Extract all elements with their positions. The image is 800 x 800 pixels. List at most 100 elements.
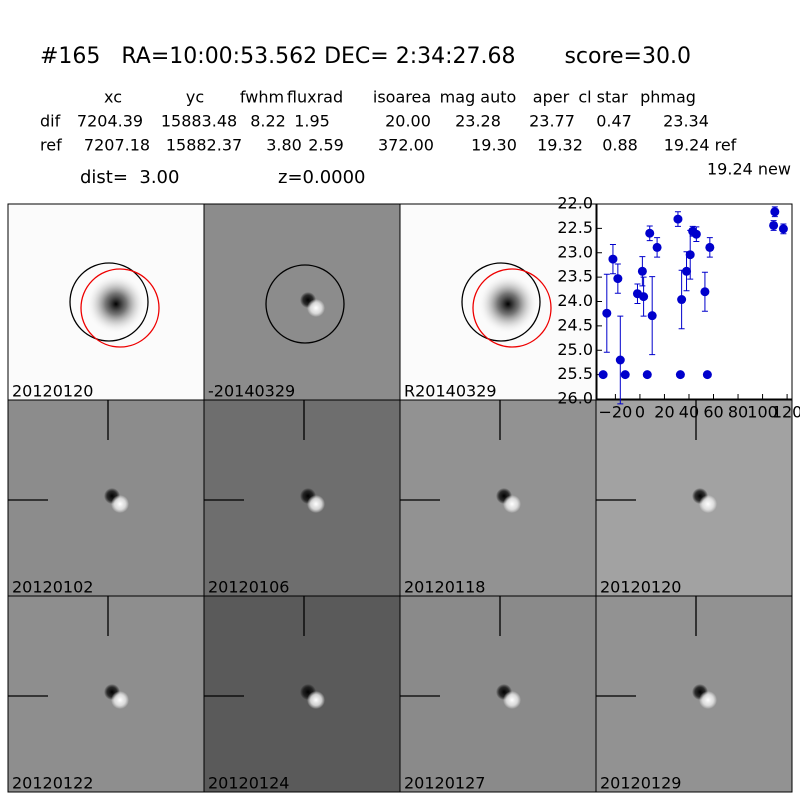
- panel-label: 20120102: [12, 578, 93, 597]
- bright-lobe: [307, 691, 325, 709]
- cell: 7204.39: [77, 112, 143, 131]
- row-label: dif: [40, 112, 61, 131]
- cell: 372.00: [378, 136, 434, 155]
- point: [705, 242, 715, 252]
- cell: 15883.48: [161, 112, 237, 131]
- point: [652, 242, 662, 252]
- x-tick-label: 120: [772, 403, 800, 422]
- y-tick-label: 23.5: [557, 267, 593, 286]
- y-tick-label: 22.5: [557, 218, 593, 237]
- point: [642, 370, 652, 380]
- cell: 20.00: [385, 112, 431, 131]
- point: [647, 311, 657, 321]
- cell: 0.47: [596, 112, 632, 131]
- panel-label: 20120120: [600, 578, 681, 597]
- column-header: cl star: [578, 88, 628, 107]
- panel-label: 20120129: [600, 774, 681, 793]
- panel-label: 20120106: [208, 578, 289, 597]
- point: [700, 287, 710, 297]
- column-header: mag auto: [440, 88, 517, 107]
- new-circle: [80, 268, 160, 348]
- bright-lobe: [307, 495, 325, 513]
- column-header: yc: [186, 88, 204, 107]
- cell: 19.32: [537, 136, 583, 155]
- bright-lobe: [111, 691, 129, 709]
- y-tick-label: 26.0: [557, 389, 593, 408]
- point: [673, 214, 683, 224]
- ref-circle: [461, 262, 541, 342]
- cell: 19.30: [471, 136, 517, 155]
- redshift: z=0.0000: [278, 167, 366, 188]
- title: #165 RA=10:00:53.562 DEC= 2:34:27.68 sco…: [40, 44, 691, 69]
- x-tick-label: −20: [599, 403, 633, 422]
- cell: 7207.18: [84, 136, 150, 155]
- point: [613, 274, 623, 284]
- panel-label: R20140329: [404, 382, 497, 401]
- cell: 1.95: [294, 112, 330, 131]
- cell: 23.28: [455, 112, 501, 131]
- point: [769, 220, 779, 230]
- dist: dist= 3.00: [80, 167, 179, 188]
- y-tick-label: 23.0: [557, 242, 593, 261]
- info-table: xc yc fwhm fluxrad isoarea mag auto aper cl sta…: [40, 88, 737, 155]
- cell: 8.22: [250, 112, 286, 131]
- light-curve: 22.0 22.5 23.0 23.5 24.0 24.5 25.0 25.5 26.0 −20 0…: [557, 194, 800, 422]
- panel-label: 20120118: [404, 578, 485, 597]
- column-header: xc: [104, 88, 122, 107]
- column-header: phmag: [640, 88, 696, 107]
- point: [691, 229, 701, 239]
- point: [598, 370, 608, 380]
- extra: 19.24 new: [707, 160, 791, 179]
- point: [675, 370, 685, 380]
- y-tick-label: 25.5: [557, 364, 593, 383]
- bright-lobe: [699, 495, 717, 513]
- cell: 15882.37: [166, 136, 242, 155]
- point: [778, 224, 788, 234]
- point: [702, 370, 712, 380]
- y-tick-label: 25.0: [557, 340, 593, 359]
- circle: [265, 264, 345, 344]
- source: [86, 274, 146, 334]
- source: [478, 274, 538, 334]
- column-header: fwhm: [240, 88, 284, 107]
- bright-lobe: [699, 691, 717, 709]
- y-tick-label: 22.0: [557, 194, 593, 213]
- point: [677, 295, 687, 305]
- point: [770, 207, 780, 217]
- x-tick-label: 80: [728, 403, 748, 422]
- bright-lobe: [503, 495, 521, 513]
- column-header: fluxrad: [287, 88, 343, 107]
- panel-label: 20120120: [12, 382, 93, 401]
- y-tick-label: 24.0: [557, 291, 593, 310]
- new-circle: [472, 268, 552, 348]
- x-tick-label: 60: [703, 403, 723, 422]
- panel-label: 20120124: [208, 774, 289, 793]
- cell: 19.24 ref: [664, 136, 737, 155]
- x-tick-label: 100: [747, 403, 778, 422]
- point: [620, 370, 630, 380]
- y-tick-label: 24.5: [557, 315, 593, 334]
- bright-lobe: [503, 691, 521, 709]
- point: [637, 266, 647, 276]
- panels: 20120120 -20140329 R20140329 20120102 201201…: [7, 203, 793, 793]
- panel-label: 20120127: [404, 774, 485, 793]
- x-tick-label: 0: [635, 403, 645, 422]
- column-header: isoarea: [373, 88, 431, 107]
- point: [685, 250, 695, 260]
- point: [608, 254, 618, 264]
- column-header: aper: [533, 88, 570, 107]
- cell: 23.77: [529, 112, 575, 131]
- panel-label: 20120122: [12, 774, 93, 793]
- point: [682, 266, 692, 276]
- cell: 23.34: [663, 112, 709, 131]
- x-tick-label: 20: [654, 403, 674, 422]
- point: [615, 355, 625, 365]
- bright-lobe: [307, 299, 325, 317]
- cell: 3.80: [266, 136, 302, 155]
- panel-label: -20140329: [208, 382, 295, 401]
- x-tick-label: 40: [679, 403, 699, 422]
- bright-lobe: [111, 495, 129, 513]
- point: [602, 308, 612, 318]
- point: [645, 228, 655, 238]
